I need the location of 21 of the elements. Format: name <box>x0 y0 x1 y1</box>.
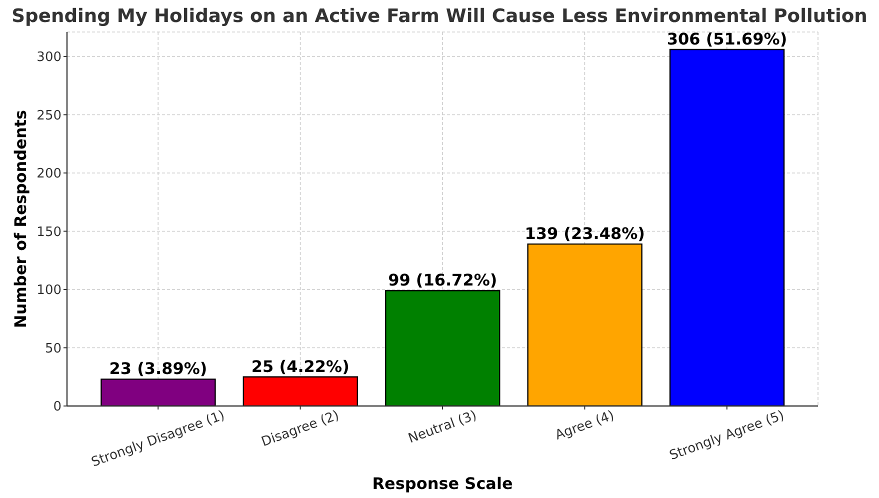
y-axis-title: Number of Respondents <box>11 110 31 328</box>
x-axis-title: Response Scale <box>372 474 513 494</box>
data-label: 139 (23.48%) <box>524 224 645 244</box>
y-tick-label: 300 <box>36 50 62 66</box>
chart-title: Spending My Holidays on an Active Farm Will Cause Less Environmental Pollution <box>12 5 868 29</box>
bar <box>527 243 642 406</box>
data-label: 25 (4.22%) <box>251 356 350 376</box>
data-label: 306 (51.69%) <box>666 29 788 48</box>
y-tick-label: 150 <box>36 224 62 240</box>
bar <box>100 378 216 406</box>
bar <box>669 48 785 406</box>
x-tick-label: Agree (4) <box>553 408 616 443</box>
data-label: 99 (16.72%) <box>388 270 498 290</box>
data-label: 23 (3.89%) <box>109 359 208 378</box>
bar <box>385 290 500 406</box>
y-tick-label: 250 <box>36 108 62 124</box>
y-tick-label: 0 <box>53 400 62 415</box>
y-tick-label: 100 <box>36 283 62 298</box>
bar <box>242 376 358 406</box>
y-tick-label: 50 <box>44 341 62 356</box>
y-tick-label: 200 <box>36 166 62 182</box>
